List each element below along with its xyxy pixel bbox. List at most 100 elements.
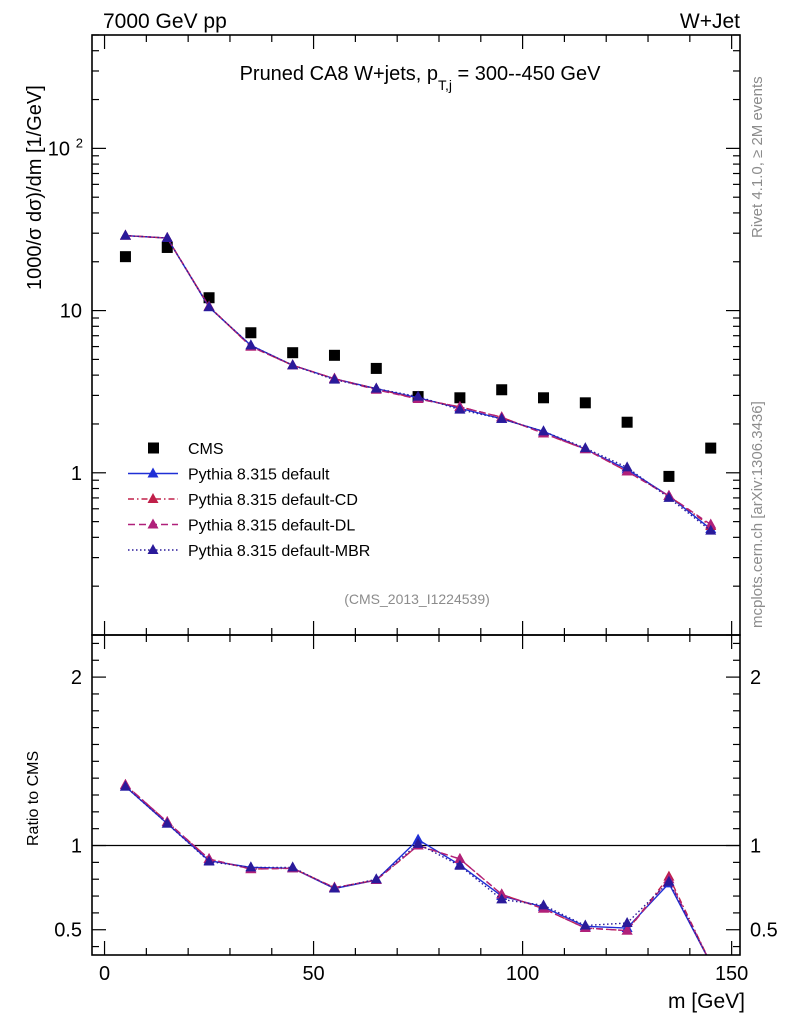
main-title-rest: = 300--450 GeV (452, 63, 601, 85)
header-process-label: W+Jet (680, 10, 740, 33)
legend-item-mbr: Pythia 8.315 default-MBR (128, 543, 370, 560)
data-point-dl (705, 518, 717, 529)
data-point-mbr (287, 359, 299, 370)
main-panel: 10 2 10 1 Pruned CA8 W+jets, pT,j = 300--45… (24, 34, 741, 636)
legend-item-cd: Pythia 8.315 default-CD (128, 492, 358, 509)
data-point-cms (370, 362, 382, 374)
legend-marker-cms (148, 442, 159, 454)
data-point-cms (245, 327, 257, 339)
ratio-line-mbr (124, 786, 708, 955)
legend-item-default: Pythia 8.315 default (128, 467, 330, 484)
data-point-mbr (119, 229, 131, 240)
series-mbr (119, 229, 717, 535)
ratio-axes: 2 2 1 1 0.5 0.5 0 50 100 150 (54, 635, 778, 985)
legend-label-default: Pythia 8.315 default (188, 467, 330, 484)
ratio-ytick-label-left: 0.5 (54, 920, 82, 942)
legend-marker-dl (147, 518, 159, 529)
ratio-series-default (119, 780, 708, 955)
series-line-default (125, 234, 712, 530)
ratio-line-dl (124, 784, 708, 955)
ratio-point-mbr (161, 817, 173, 828)
legend: CMS Pythia 8.315 default Pythia 8.315 defa… (128, 441, 370, 560)
data-point-mbr (412, 390, 424, 401)
legend-label-dl: Pythia 8.315 default-DL (188, 518, 355, 535)
ratio-series-dl (119, 778, 708, 955)
series-default (119, 229, 717, 534)
legend-label-cd: Pythia 8.315 default-CD (188, 492, 358, 509)
data-point-cms (496, 384, 508, 396)
analysis-watermark: (CMS_2013_I1224539) (344, 591, 490, 607)
data-point-cms (287, 347, 299, 359)
ratio-point-mbr (370, 873, 382, 884)
header-energy-label: 7000 GeV pp (103, 10, 227, 33)
legend-label-mbr: Pythia 8.315 default-MBR (188, 543, 370, 560)
ratio-series-cd (119, 778, 708, 955)
data-point-cms (203, 292, 215, 304)
data-point-cms (328, 349, 340, 361)
ratio-series-mbr (119, 780, 708, 955)
data-point-mbr (328, 373, 340, 384)
ratio-point-mbr (663, 875, 675, 886)
main-ytick-label: 10 (60, 301, 82, 323)
data-point-cms (663, 470, 675, 482)
data-point-mbr (203, 301, 215, 312)
ratio-line-default (124, 786, 708, 955)
ratio-point-mbr (119, 780, 131, 791)
ratio-xtick-label: 50 (302, 963, 324, 985)
data-point-mbr (454, 403, 466, 414)
ratio-ytick-label-right: 0.5 (750, 920, 778, 942)
data-point-cms (161, 241, 173, 253)
main-title-text: Pruned CA8 W+jets, p (240, 63, 438, 85)
series-cd (119, 229, 717, 530)
data-point-mbr (496, 412, 508, 423)
data-point-cms (538, 392, 550, 404)
ratio-ytick-label-left: 1 (71, 836, 82, 858)
ratio-xtick-label: 0 (99, 963, 110, 985)
ratio-point-dl (496, 888, 508, 899)
main-ytick-label: 1 (71, 463, 82, 485)
ratio-point-mbr (287, 861, 299, 872)
legend-item-cms: CMS (148, 441, 224, 458)
data-point-mbr (705, 524, 717, 535)
main-ylabel: 1000/σ dσ)/dm [1/GeV] (24, 85, 46, 290)
ratio-line-cd (124, 784, 708, 955)
data-point-mbr (579, 442, 591, 453)
main-title-subscript: T,j (438, 77, 452, 93)
ratio-series-group (119, 778, 708, 955)
rivet-version-label: Rivet 4.1.0, ≥ 2M events (749, 76, 766, 238)
ratio-point-dl (454, 853, 466, 863)
series-line-mbr (125, 234, 712, 532)
legend-marker-mbr (147, 544, 159, 554)
ratio-point-dl (621, 924, 633, 935)
data-point-cms (454, 392, 466, 404)
main-series-group (119, 229, 717, 535)
data-point-mbr (245, 339, 257, 350)
data-point-cms (621, 416, 633, 428)
legend-item-dl: Pythia 8.315 default-DL (128, 518, 355, 535)
legend-marker-cd (147, 493, 159, 503)
data-point-mbr (538, 425, 550, 436)
mcplots-credit-label: mcplots.cern.ch [arXiv:1306.3436] (749, 401, 766, 628)
ratio-ylabel: Ratio to CMS (25, 751, 42, 846)
ratio-point-mbr (538, 899, 550, 910)
ratio-point-mbr (454, 859, 466, 870)
main-title: Pruned CA8 W+jets, pT,j = 300--450 GeV (240, 63, 602, 93)
ratio-point-mbr (245, 861, 257, 872)
data-point-cms (579, 397, 591, 409)
main-axes: 10 2 10 1 (48, 34, 740, 636)
data-point-mbr (370, 382, 382, 393)
legend-label-cms: CMS (188, 441, 224, 458)
main-ytick-label: 10 (48, 138, 70, 160)
data-point-mbr (161, 232, 173, 243)
ratio-frame (91, 634, 741, 956)
series-dl (119, 229, 717, 529)
ratio-ytick-label-right: 2 (750, 667, 761, 689)
ratio-point-mbr (328, 882, 340, 893)
ratio-ytick-label-left: 2 (71, 667, 82, 689)
ratio-point-mbr (621, 917, 633, 927)
ratio-xtick-label: 100 (506, 963, 539, 985)
data-point-cms (119, 251, 131, 263)
ratio-xlabel: m [GeV] (668, 990, 745, 1013)
ratio-xtick-label: 150 (715, 963, 748, 985)
